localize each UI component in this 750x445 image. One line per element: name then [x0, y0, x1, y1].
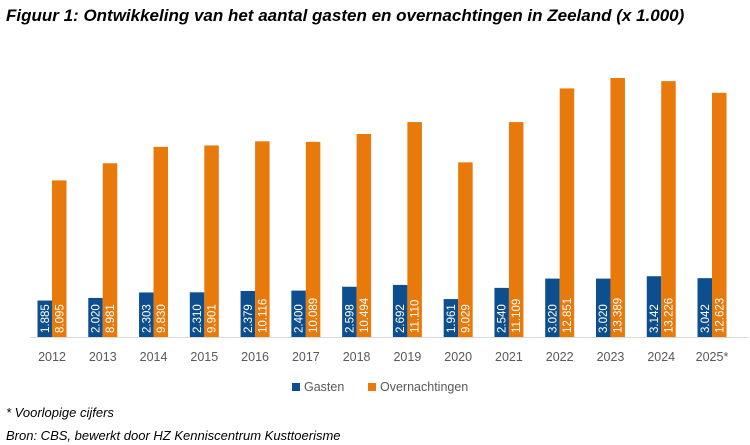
- legend-swatch-gasten: [292, 383, 300, 391]
- bar-overnachtingen-2016: [255, 141, 270, 337]
- data-label: 3.042: [700, 304, 712, 333]
- bar-overnachtingen-2018: [356, 134, 372, 337]
- x-tick-label: 2019: [393, 350, 421, 364]
- bar-gasten-2018: [342, 286, 357, 337]
- data-label: 12.623: [714, 298, 726, 333]
- bar-overnachtingen-2020: [458, 162, 473, 337]
- data-label: 3.020: [598, 304, 610, 333]
- bar-overnachtingen-2012: [52, 180, 67, 337]
- data-label: 10.494: [359, 297, 371, 333]
- data-label: 1.961: [446, 304, 458, 333]
- data-label: 13.389: [613, 298, 625, 333]
- x-tick-label: 2012: [38, 350, 66, 364]
- bar-overnachtingen-2013: [102, 163, 118, 337]
- data-label: 2.692: [395, 304, 407, 333]
- bar-overnachtingen-2024: [661, 81, 676, 338]
- legend-label-gasten: Gasten: [304, 380, 344, 394]
- data-label: 2.400: [294, 304, 306, 333]
- chart-title: Figuur 1: Ontwikkeling van het aantal ga…: [6, 6, 685, 25]
- bar-overnachtingen-2021: [508, 122, 524, 337]
- data-label: 13.226: [663, 298, 675, 333]
- x-tick-label: 2024: [647, 350, 675, 364]
- legend-label-overnachtingen: Overnachtingen: [380, 380, 468, 394]
- bar-gasten-2015: [189, 292, 205, 337]
- x-tick-label: 2021: [495, 350, 523, 364]
- bar-gasten-2019: [392, 284, 408, 337]
- x-tick-label: 2016: [241, 350, 269, 364]
- data-label: 11.109: [511, 299, 523, 333]
- data-label: 2.379: [243, 304, 255, 333]
- data-label: 2.310: [192, 304, 204, 333]
- bar-gasten-2014: [139, 292, 154, 337]
- bar-gasten-2012: [37, 300, 52, 337]
- bar-overnachtingen-2023: [610, 78, 625, 337]
- source-note: Bron: CBS, bewerkt door HZ Kenniscentrum…: [6, 428, 341, 443]
- bar-gasten-2025*: [697, 278, 713, 337]
- data-label: 9.029: [460, 304, 472, 333]
- x-tick-label: 2015: [190, 350, 218, 364]
- x-tick-label: 2017: [292, 350, 320, 364]
- footnote: * Voorlopige cijfers: [6, 405, 114, 420]
- data-label: 3.142: [649, 304, 661, 333]
- x-tick-label: 2022: [546, 350, 574, 364]
- data-label: 8.981: [105, 304, 117, 333]
- bar-gasten-2023: [595, 278, 611, 337]
- data-label: 2.020: [91, 304, 103, 333]
- data-label: 10.089: [308, 298, 320, 333]
- data-label: 12.851: [562, 298, 574, 333]
- data-label: 11.110: [410, 300, 422, 333]
- bar-gasten-2021: [494, 287, 509, 337]
- bar-overnachtingen-2019: [407, 122, 422, 338]
- legend-swatch-overnachtingen: [368, 383, 376, 391]
- x-tick-label: 2020: [444, 350, 472, 364]
- bar-gasten-2022: [545, 278, 560, 337]
- data-label: 9.830: [156, 304, 168, 333]
- data-label: 3.020: [547, 304, 559, 333]
- bar-gasten-2017: [291, 290, 306, 337]
- x-tick-label: 2025*: [696, 350, 729, 364]
- bar-overnachtingen-2015: [204, 145, 219, 337]
- bar-overnachtingen-2025*: [712, 92, 727, 337]
- x-tick-label: 2018: [343, 350, 371, 364]
- bar-gasten-2024: [646, 276, 662, 337]
- bar-gasten-2013: [88, 297, 103, 337]
- data-label: 2.303: [141, 304, 153, 333]
- data-label: 9.901: [207, 304, 219, 333]
- x-tick-label: 2013: [89, 350, 117, 364]
- data-label: 8.095: [54, 304, 66, 333]
- bar-overnachtingen-2017: [305, 141, 321, 337]
- bar-overnachtingen-2022: [559, 88, 575, 338]
- x-tick-label: 2014: [140, 350, 168, 364]
- data-label: 10.116: [257, 299, 269, 333]
- data-label: 1.885: [40, 304, 52, 333]
- data-label: 2.540: [497, 304, 509, 333]
- bar-gasten-2020: [443, 299, 459, 337]
- bar-overnachtingen-2014: [153, 146, 169, 337]
- data-label: 2.598: [344, 304, 356, 333]
- bar-gasten-2016: [240, 290, 256, 337]
- x-tick-label: 2023: [597, 350, 625, 364]
